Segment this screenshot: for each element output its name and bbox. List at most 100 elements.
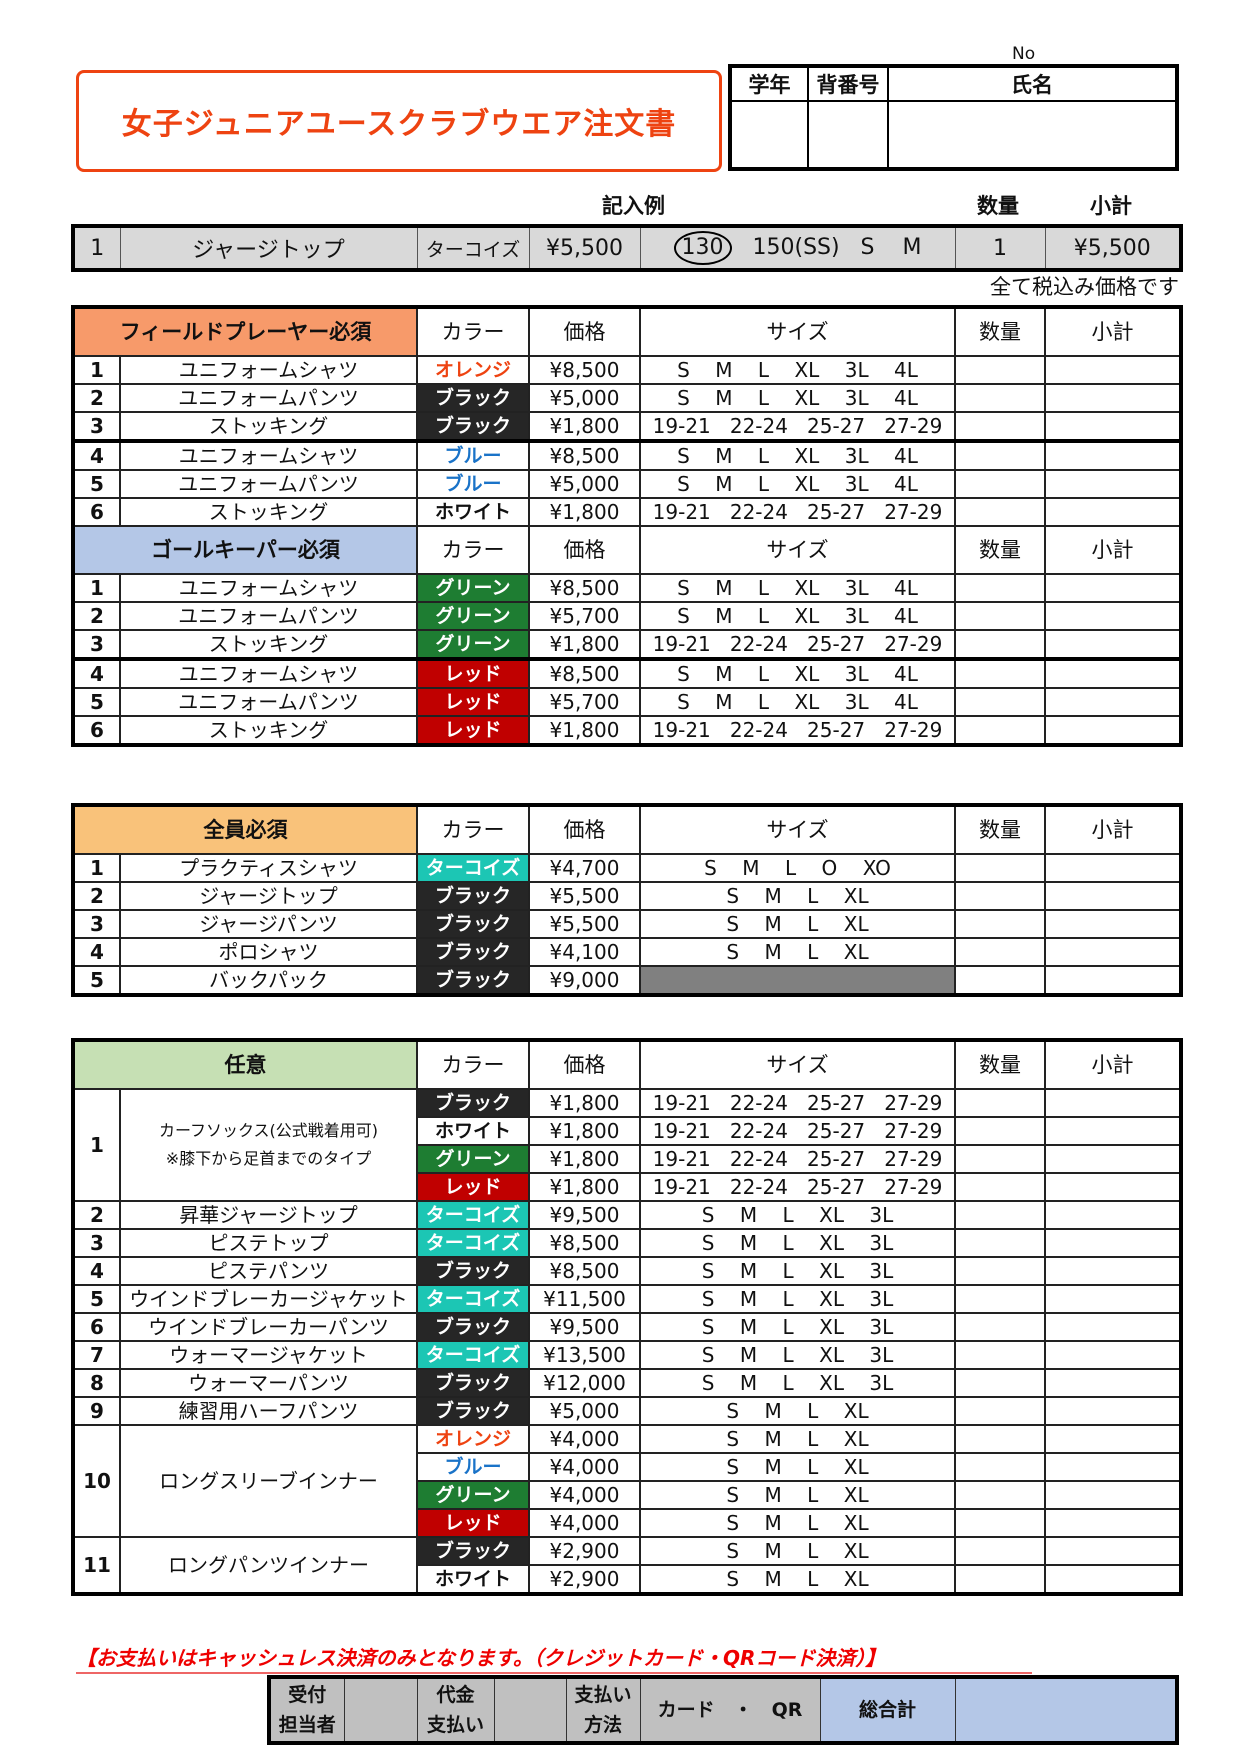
size-options[interactable]: 19-21 22-24 25-27 27-29 (639, 629, 956, 660)
subtotal-field[interactable] (1044, 497, 1182, 527)
subtotal-field[interactable] (1044, 1424, 1182, 1454)
size-options[interactable]: 19-21 22-24 25-27 27-29 (639, 715, 956, 746)
grade-field[interactable] (729, 100, 809, 170)
quantity-field[interactable] (954, 1200, 1046, 1230)
size-options[interactable]: S M L XL (639, 937, 956, 967)
quantity-field[interactable] (954, 1424, 1046, 1454)
subtotal-field[interactable] (1044, 1088, 1182, 1118)
quantity-field[interactable] (954, 1116, 1046, 1146)
size-options[interactable]: S M L XL (639, 1508, 956, 1538)
quantity-field[interactable] (954, 853, 1046, 883)
quantity-field[interactable] (954, 1396, 1046, 1426)
size-options[interactable]: S M L XL (639, 1396, 956, 1426)
jersey-number-field[interactable] (807, 100, 889, 170)
quantity-field[interactable] (954, 469, 1046, 499)
subtotal-field[interactable] (1044, 601, 1182, 631)
size-options[interactable]: S M L XL 3L (639, 1368, 956, 1398)
quantity-field[interactable] (954, 629, 1046, 660)
quantity-field[interactable] (954, 601, 1046, 631)
payment-field[interactable] (493, 1676, 567, 1744)
quantity-field[interactable] (954, 1312, 1046, 1342)
size-options[interactable]: S M L XL 3L (639, 1312, 956, 1342)
subtotal-field[interactable] (1044, 411, 1182, 442)
quantity-field[interactable] (954, 1088, 1046, 1118)
subtotal-field[interactable] (1044, 881, 1182, 911)
name-field[interactable] (887, 100, 1178, 170)
total-field[interactable] (954, 1676, 1178, 1744)
subtotal-field[interactable] (1044, 1508, 1182, 1538)
quantity-field[interactable] (954, 355, 1046, 385)
size-options[interactable]: 19-21 22-24 25-27 27-29 (639, 1144, 956, 1174)
quantity-field[interactable] (954, 881, 1046, 911)
size-options[interactable]: S M L XL (639, 881, 956, 911)
subtotal-field[interactable] (1044, 1284, 1182, 1314)
quantity-field[interactable] (954, 1452, 1046, 1482)
quantity-field[interactable] (954, 1536, 1046, 1566)
size-options[interactable]: S M L XL (639, 1424, 956, 1454)
quantity-field[interactable] (954, 715, 1046, 746)
subtotal-field[interactable] (1044, 853, 1182, 883)
size-options[interactable]: S M L XL (639, 1564, 956, 1595)
subtotal-field[interactable] (1044, 1144, 1182, 1174)
quantity-field[interactable] (954, 1172, 1046, 1202)
quantity-field[interactable] (954, 497, 1046, 527)
subtotal-field[interactable] (1044, 1340, 1182, 1370)
subtotal-field[interactable] (1044, 1172, 1182, 1202)
size-options[interactable]: S M L XL 3L 4L (639, 573, 956, 603)
subtotal-field[interactable] (1044, 965, 1182, 996)
method-value[interactable]: カード ・ QR (639, 1676, 821, 1744)
size-options[interactable]: 19-21 22-24 25-27 27-29 (639, 497, 956, 527)
quantity-field[interactable] (954, 1144, 1046, 1174)
quantity-field[interactable] (954, 965, 1046, 996)
quantity-field[interactable] (954, 1368, 1046, 1398)
size-options[interactable]: S M L XL (639, 1452, 956, 1482)
quantity-field[interactable] (954, 439, 1046, 471)
subtotal-field[interactable] (1044, 1368, 1182, 1398)
subtotal-field[interactable] (1044, 657, 1182, 689)
size-options[interactable]: S M L XL (639, 1480, 956, 1510)
size-options[interactable]: S M L XL 3L 4L (639, 601, 956, 631)
subtotal-field[interactable] (1044, 1564, 1182, 1595)
quantity-field[interactable] (954, 573, 1046, 603)
quantity-field[interactable] (954, 1256, 1046, 1286)
reception-field[interactable] (343, 1676, 418, 1744)
quantity-field[interactable] (954, 1284, 1046, 1314)
subtotal-field[interactable] (1044, 355, 1182, 385)
subtotal-field[interactable] (1044, 1228, 1182, 1258)
size-options[interactable]: S M L XL 3L (639, 1284, 956, 1314)
size-options[interactable]: S M L XL 3L (639, 1256, 956, 1286)
subtotal-field[interactable] (1044, 439, 1182, 471)
size-options[interactable]: S M L XL 3L (639, 1340, 956, 1370)
subtotal-field[interactable] (1044, 1312, 1182, 1342)
subtotal-field[interactable] (1044, 1396, 1182, 1426)
size-options[interactable]: S M L XL 3L 4L (639, 439, 956, 471)
quantity-field[interactable] (954, 1228, 1046, 1258)
quantity-field[interactable] (954, 1480, 1046, 1510)
subtotal-field[interactable] (1044, 383, 1182, 413)
quantity-field[interactable] (954, 1508, 1046, 1538)
quantity-field[interactable] (954, 1564, 1046, 1595)
subtotal-field[interactable] (1044, 1116, 1182, 1146)
size-options[interactable]: S M L XL 3L 4L (639, 687, 956, 717)
subtotal-field[interactable] (1044, 909, 1182, 939)
size-options[interactable]: S M L XL 3L 4L (639, 355, 956, 385)
subtotal-field[interactable] (1044, 715, 1182, 746)
size-options[interactable]: 19-21 22-24 25-27 27-29 (639, 1116, 956, 1146)
size-options[interactable]: 19-21 22-24 25-27 27-29 (639, 1172, 956, 1202)
size-options[interactable]: S M L XL (639, 909, 956, 939)
size-options[interactable]: S M L XL 3L 4L (639, 469, 956, 499)
size-options[interactable]: S M L XL 3L (639, 1228, 956, 1258)
quantity-field[interactable] (954, 1340, 1046, 1370)
size-options[interactable]: 19-21 22-24 25-27 27-29 (639, 1088, 956, 1118)
subtotal-field[interactable] (1044, 1256, 1182, 1286)
quantity-field[interactable] (954, 411, 1046, 442)
quantity-field[interactable] (954, 909, 1046, 939)
size-options[interactable]: S M L XL 3L 4L (639, 383, 956, 413)
subtotal-field[interactable] (1044, 469, 1182, 499)
subtotal-field[interactable] (1044, 629, 1182, 660)
quantity-field[interactable] (954, 657, 1046, 689)
size-options[interactable]: S M L XL 3L (639, 1200, 956, 1230)
subtotal-field[interactable] (1044, 687, 1182, 717)
subtotal-field[interactable] (1044, 573, 1182, 603)
subtotal-field[interactable] (1044, 1200, 1182, 1230)
